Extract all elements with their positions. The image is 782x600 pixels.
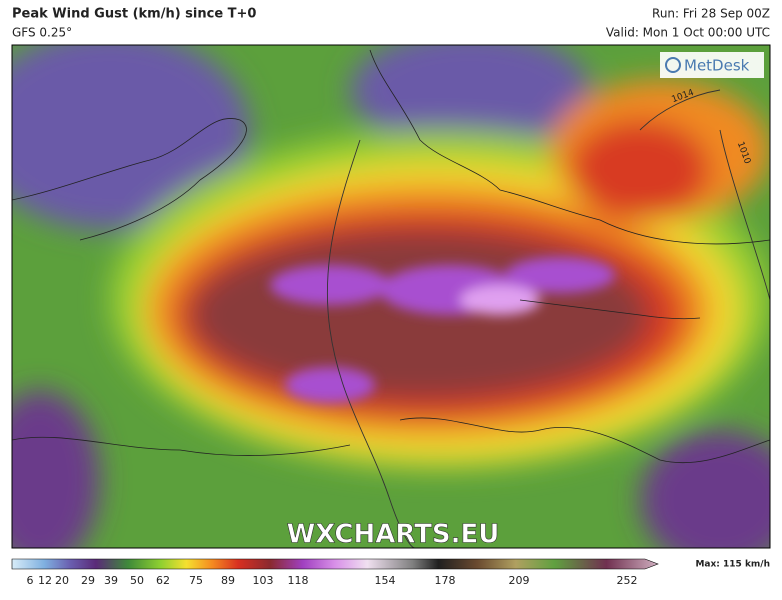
run-time: Run: Fri 28 Sep 00Z: [652, 7, 770, 21]
colorbar-ticks: 6 12 20 29 39 50 62 75 89 103 118 154 178 209 252: [27, 574, 638, 587]
colorbar-tick-label: 62: [156, 574, 170, 587]
colorbar-tick-label: 103: [253, 574, 274, 587]
logo-box: [660, 52, 764, 78]
watermark: WXCHARTS.EU: [287, 520, 500, 550]
colorbar-tick-label: 209: [509, 574, 530, 587]
valid-time: Valid: Mon 1 Oct 00:00 UTC: [606, 26, 770, 40]
colorbar-tick-label: 6: [27, 574, 34, 587]
colorbar-tick-label: 50: [130, 574, 144, 587]
map-title: Peak Wind Gust (km/h) since T+0: [12, 7, 256, 22]
colorbar-tick-label: 118: [288, 574, 309, 587]
model-name: GFS 0.25°: [12, 26, 72, 40]
logo: MetDesk: [684, 57, 750, 75]
map-frame: [11, 44, 771, 549]
colorbar: [11, 558, 659, 570]
map-area: 1014 1010 MetDesk WXCHARTS.EU: [12, 45, 770, 550]
colorbar-tick-label: 75: [189, 574, 203, 587]
colorbar-tick-label: 29: [81, 574, 95, 587]
logo-icon: [665, 57, 681, 73]
colorbar-tick-label: 89: [221, 574, 235, 587]
colorbar-tick-label: 178: [435, 574, 456, 587]
colorbar-tick-label: 39: [104, 574, 118, 587]
colorbar-tick-label: 12: [38, 574, 52, 587]
colorbar-tick-label: 154: [375, 574, 396, 587]
max-label: Max: 115 km/h: [695, 560, 770, 570]
colorbar-tick-label: 252: [617, 574, 638, 587]
colorbar-tick-label: 20: [55, 574, 69, 587]
